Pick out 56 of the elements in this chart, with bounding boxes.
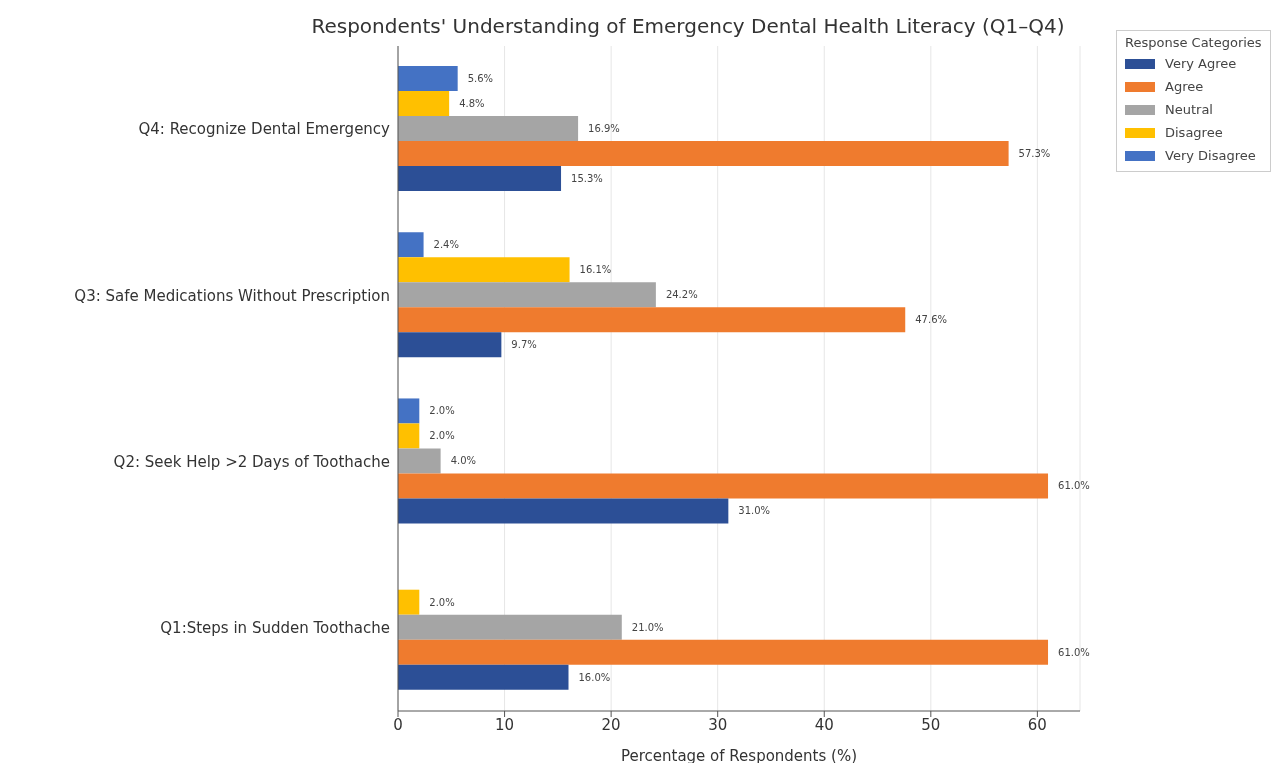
bar [398,140,1009,166]
data-label: 61.0% [1058,646,1090,658]
y-tick-label: Q3: Safe Medications Without Prescription [74,286,390,305]
chart-title: Respondents' Understanding of Emergency Dental Health Literacy (Q1–Q4) [310,14,1066,38]
data-label: 21.0% [631,621,664,633]
x-tick-label: 50 [921,715,941,734]
data-label: 2.0% [429,405,455,417]
data-label: 2.0% [429,430,455,442]
x-tick-label: 30 [708,715,728,734]
data-label: 24.2% [665,289,698,301]
bar [398,448,441,474]
data-label: 5.6% [467,72,494,84]
legend-label: Neutral [1164,101,1214,119]
y-tick-label: Q4: Recognize Dental Emergency [138,120,391,139]
bar [398,257,570,283]
data-label: 9.7% [511,339,537,351]
y-tick-label: Q2: Seek Help >2 Days of Toothache [113,452,390,471]
legend-label: Agree [1164,78,1205,96]
bar [398,90,450,116]
x-tick-label: 40 [814,715,834,734]
legend-label: Disagree [1164,124,1224,142]
bar [398,332,502,358]
bar [398,614,622,640]
data-label: 57.3% [1018,147,1051,159]
legend-label: Very Agree [1164,55,1238,73]
bar [398,639,1049,665]
bar [398,473,1049,499]
y-tick-label: Q1:Steps in Sudden Toothache [160,619,390,638]
legend-label: Very Disagree [1164,147,1257,165]
data-label: 47.6% [915,314,948,326]
data-label: 16.9% [588,122,620,134]
data-label: 31.0% [738,505,771,517]
x-tick-label: 0 [393,715,403,734]
data-label: 2.4% [433,239,459,251]
data-label: 4.8% [459,97,485,109]
bar [398,165,562,191]
data-label: 16.0% [578,671,611,683]
bar [398,498,729,524]
legend-title: Response Categories [1125,35,1262,50]
data-label: 2.0% [429,596,455,608]
data-label: 61.0% [1058,480,1090,492]
data-label: 16.1% [579,264,612,276]
bar [398,115,579,141]
data-label: 4.0% [450,455,477,467]
bar [398,589,420,615]
bar [398,65,458,91]
data-label: 15.3% [571,172,603,184]
x-tick-label: 60 [1027,715,1047,734]
bar [398,398,420,424]
bar [398,423,420,449]
bar [398,307,906,333]
bar [398,282,656,308]
x-tick-label: 10 [495,715,515,734]
x-tick-label: 20 [601,715,621,734]
bar [398,664,569,690]
bar [398,232,424,258]
